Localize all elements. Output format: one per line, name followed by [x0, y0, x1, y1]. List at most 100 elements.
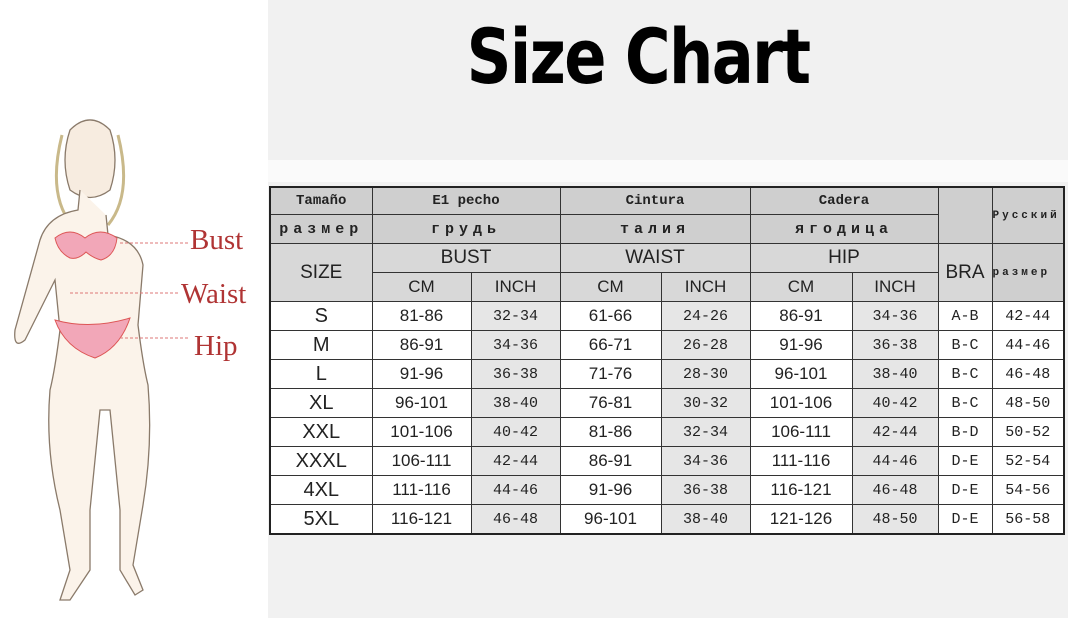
cell-size: 4XL	[269, 475, 373, 505]
header-cadera: Cadera	[749, 186, 939, 215]
header-taliya: талия	[559, 214, 751, 244]
cell-size: XL	[269, 388, 373, 418]
cell-size: XXXL	[269, 446, 373, 476]
cell-size: XXL	[269, 417, 373, 447]
header-bra: BRA	[937, 243, 993, 302]
cell-hip-cm: 86-91	[749, 301, 853, 331]
cell-hip-inch: 40-42	[851, 388, 939, 418]
cell-waist-cm: 66-71	[559, 330, 662, 360]
header-waist-inch: INCH	[660, 272, 751, 302]
divider-strip	[268, 160, 1068, 182]
cell-ru-size: 50-52	[991, 417, 1065, 447]
cell-hip-inch: 38-40	[851, 359, 939, 389]
bust-label: Bust	[190, 224, 244, 256]
cell-waist-inch: 36-38	[660, 475, 751, 505]
table-row: 5XL 116-121 46-48 96-101 38-40 121-126 48-50 D-…	[269, 504, 1065, 535]
cell-waist-inch: 30-32	[660, 388, 751, 418]
header-size: SIZE	[269, 243, 373, 302]
cell-bust-inch: 38-40	[470, 388, 561, 418]
cell-ru-size: 52-54	[991, 446, 1065, 476]
cell-hip-inch: 36-38	[851, 330, 939, 360]
cell-bust-cm: 101-106	[371, 417, 472, 447]
cell-hip-cm: 101-106	[749, 388, 853, 418]
header-russian: Русский	[991, 186, 1065, 244]
cell-bra: B-C	[937, 330, 993, 360]
cell-bra: B-C	[937, 359, 993, 389]
cell-bra: B-D	[937, 417, 993, 447]
cell-bra: A-B	[937, 301, 993, 331]
cell-bust-inch: 44-46	[470, 475, 561, 505]
cell-waist-inch: 38-40	[660, 504, 751, 535]
cell-ru-size: 56-58	[991, 504, 1065, 535]
header-waist-cm: CM	[559, 272, 662, 302]
header-hip-inch: INCH	[851, 272, 939, 302]
cell-hip-inch: 44-46	[851, 446, 939, 476]
cell-size: 5XL	[269, 504, 373, 535]
cell-waist-cm: 71-76	[559, 359, 662, 389]
cell-bust-inch: 46-48	[470, 504, 561, 535]
header-cintura: Cintura	[559, 186, 751, 215]
cell-hip-cm: 121-126	[749, 504, 853, 535]
header-waist: WAIST	[559, 243, 751, 273]
cell-bust-inch: 40-42	[470, 417, 561, 447]
cell-waist-inch: 26-28	[660, 330, 751, 360]
table-row: 4XL 111-116 44-46 91-96 36-38 116-121 46-48 D-E…	[269, 475, 1065, 505]
cell-bra: D-E	[937, 504, 993, 535]
header-pecho: E1 pecho	[371, 186, 561, 215]
cell-waist-inch: 28-30	[660, 359, 751, 389]
table-row: S 81-86 32-34 61-66 24-26 86-91 34-36 A-B 42-44	[269, 301, 1065, 331]
cell-waist-inch: 32-34	[660, 417, 751, 447]
cell-bust-cm: 86-91	[371, 330, 472, 360]
header-razmer: размер	[269, 214, 373, 244]
header-razmer-ru: размер	[991, 243, 1065, 302]
cell-hip-cm: 111-116	[749, 446, 853, 476]
header-yagoditsa: ягодица	[749, 214, 939, 244]
cell-bust-cm: 91-96	[371, 359, 472, 389]
cell-waist-cm: 86-91	[559, 446, 662, 476]
header-grud: грудь	[371, 214, 561, 244]
cell-waist-cm: 81-86	[559, 417, 662, 447]
cell-waist-cm: 91-96	[559, 475, 662, 505]
cell-hip-cm: 116-121	[749, 475, 853, 505]
table-row: XXXL 106-111 42-44 86-91 34-36 111-116 44-46 D-…	[269, 446, 1065, 476]
table-row: L 91-96 36-38 71-76 28-30 96-101 38-40 B-C 46-48	[269, 359, 1065, 389]
table-row: XL 96-101 38-40 76-81 30-32 101-106 40-42 B-C 48…	[269, 388, 1065, 418]
hip-label: Hip	[194, 330, 238, 362]
cell-waist-cm: 96-101	[559, 504, 662, 535]
cell-waist-cm: 76-81	[559, 388, 662, 418]
cell-ru-size: 42-44	[991, 301, 1065, 331]
waist-label: Waist	[181, 278, 247, 310]
cell-ru-size: 44-46	[991, 330, 1065, 360]
cell-bust-inch: 42-44	[470, 446, 561, 476]
cell-bra: D-E	[937, 446, 993, 476]
cell-bust-cm: 111-116	[371, 475, 472, 505]
table-row: XXL 101-106 40-42 81-86 32-34 106-111 42-44 B-D…	[269, 417, 1065, 447]
cell-bust-cm: 96-101	[371, 388, 472, 418]
header-bust-cm: CM	[371, 272, 472, 302]
page-title: Size Chart	[466, 12, 811, 101]
cell-hip-inch: 46-48	[851, 475, 939, 505]
cell-hip-inch: 34-36	[851, 301, 939, 331]
figure-illustration	[14, 119, 190, 601]
table-row: M 86-91 34-36 66-71 26-28 91-96 36-38 B-C 44-46	[269, 330, 1065, 360]
cell-hip-inch: 42-44	[851, 417, 939, 447]
cell-bust-cm: 116-121	[371, 504, 472, 535]
cell-bust-cm: 106-111	[371, 446, 472, 476]
header-hip: HIP	[749, 243, 939, 273]
cell-bust-inch: 36-38	[470, 359, 561, 389]
header-hip-cm: CM	[749, 272, 853, 302]
cell-bust-cm: 81-86	[371, 301, 472, 331]
cell-waist-inch: 24-26	[660, 301, 751, 331]
header-bust-inch: INCH	[470, 272, 561, 302]
cell-ru-size: 46-48	[991, 359, 1065, 389]
header-blank	[937, 186, 993, 244]
cell-hip-inch: 48-50	[851, 504, 939, 535]
cell-hip-cm: 91-96	[749, 330, 853, 360]
cell-waist-inch: 34-36	[660, 446, 751, 476]
cell-size: S	[269, 301, 373, 331]
cell-ru-size: 54-56	[991, 475, 1065, 505]
header-tamano: Tamaño	[269, 186, 373, 215]
cell-hip-cm: 106-111	[749, 417, 853, 447]
cell-size: M	[269, 330, 373, 360]
size-table: Tamaño E1 pecho Cintura Cadera Русский р…	[269, 186, 1065, 535]
